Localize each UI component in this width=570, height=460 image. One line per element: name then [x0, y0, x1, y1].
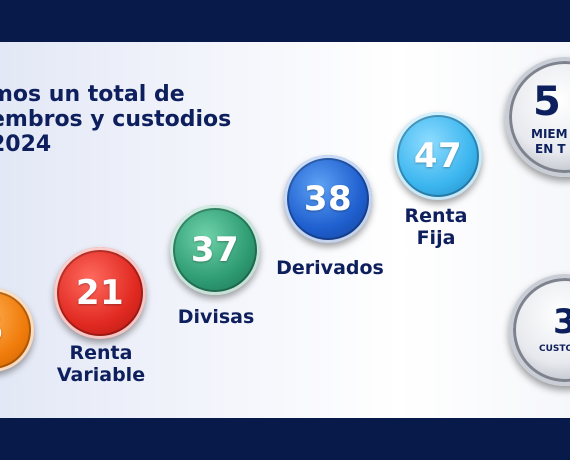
custodians-total-badge: 3 CUSTO — [509, 274, 570, 386]
members-total-caption: MIEM — [531, 127, 568, 141]
circle-label: ps — [0, 388, 42, 410]
circle-number: 5 — [0, 310, 4, 350]
circle-number: 21 — [75, 273, 125, 313]
circle-renta-fija: 47 — [394, 112, 482, 200]
members-total-number: 5 — [533, 79, 561, 125]
custodians-total-caption: CUSTO — [539, 344, 570, 354]
circle-label: Derivados — [276, 257, 384, 279]
circle-label: Divisas — [177, 306, 255, 328]
circle-derivados: 38 — [284, 155, 372, 243]
members-total-caption-2: EN T — [535, 142, 566, 156]
circle-label: Renta Fija — [404, 205, 468, 249]
circle-number: 37 — [190, 230, 240, 270]
top-band — [0, 0, 570, 42]
circle-orange: 5 — [0, 288, 34, 372]
circle-renta-variable: 21 — [54, 247, 146, 339]
circle-label: Renta Variable — [56, 342, 146, 386]
members-total-badge: 5 MIEM EN T — [505, 57, 570, 177]
circle-divisas: 37 — [170, 205, 260, 295]
bottom-band — [0, 418, 570, 460]
circle-number: 47 — [413, 136, 463, 176]
custodians-total-number: 3 — [553, 302, 570, 342]
circle-number: 38 — [303, 179, 353, 219]
